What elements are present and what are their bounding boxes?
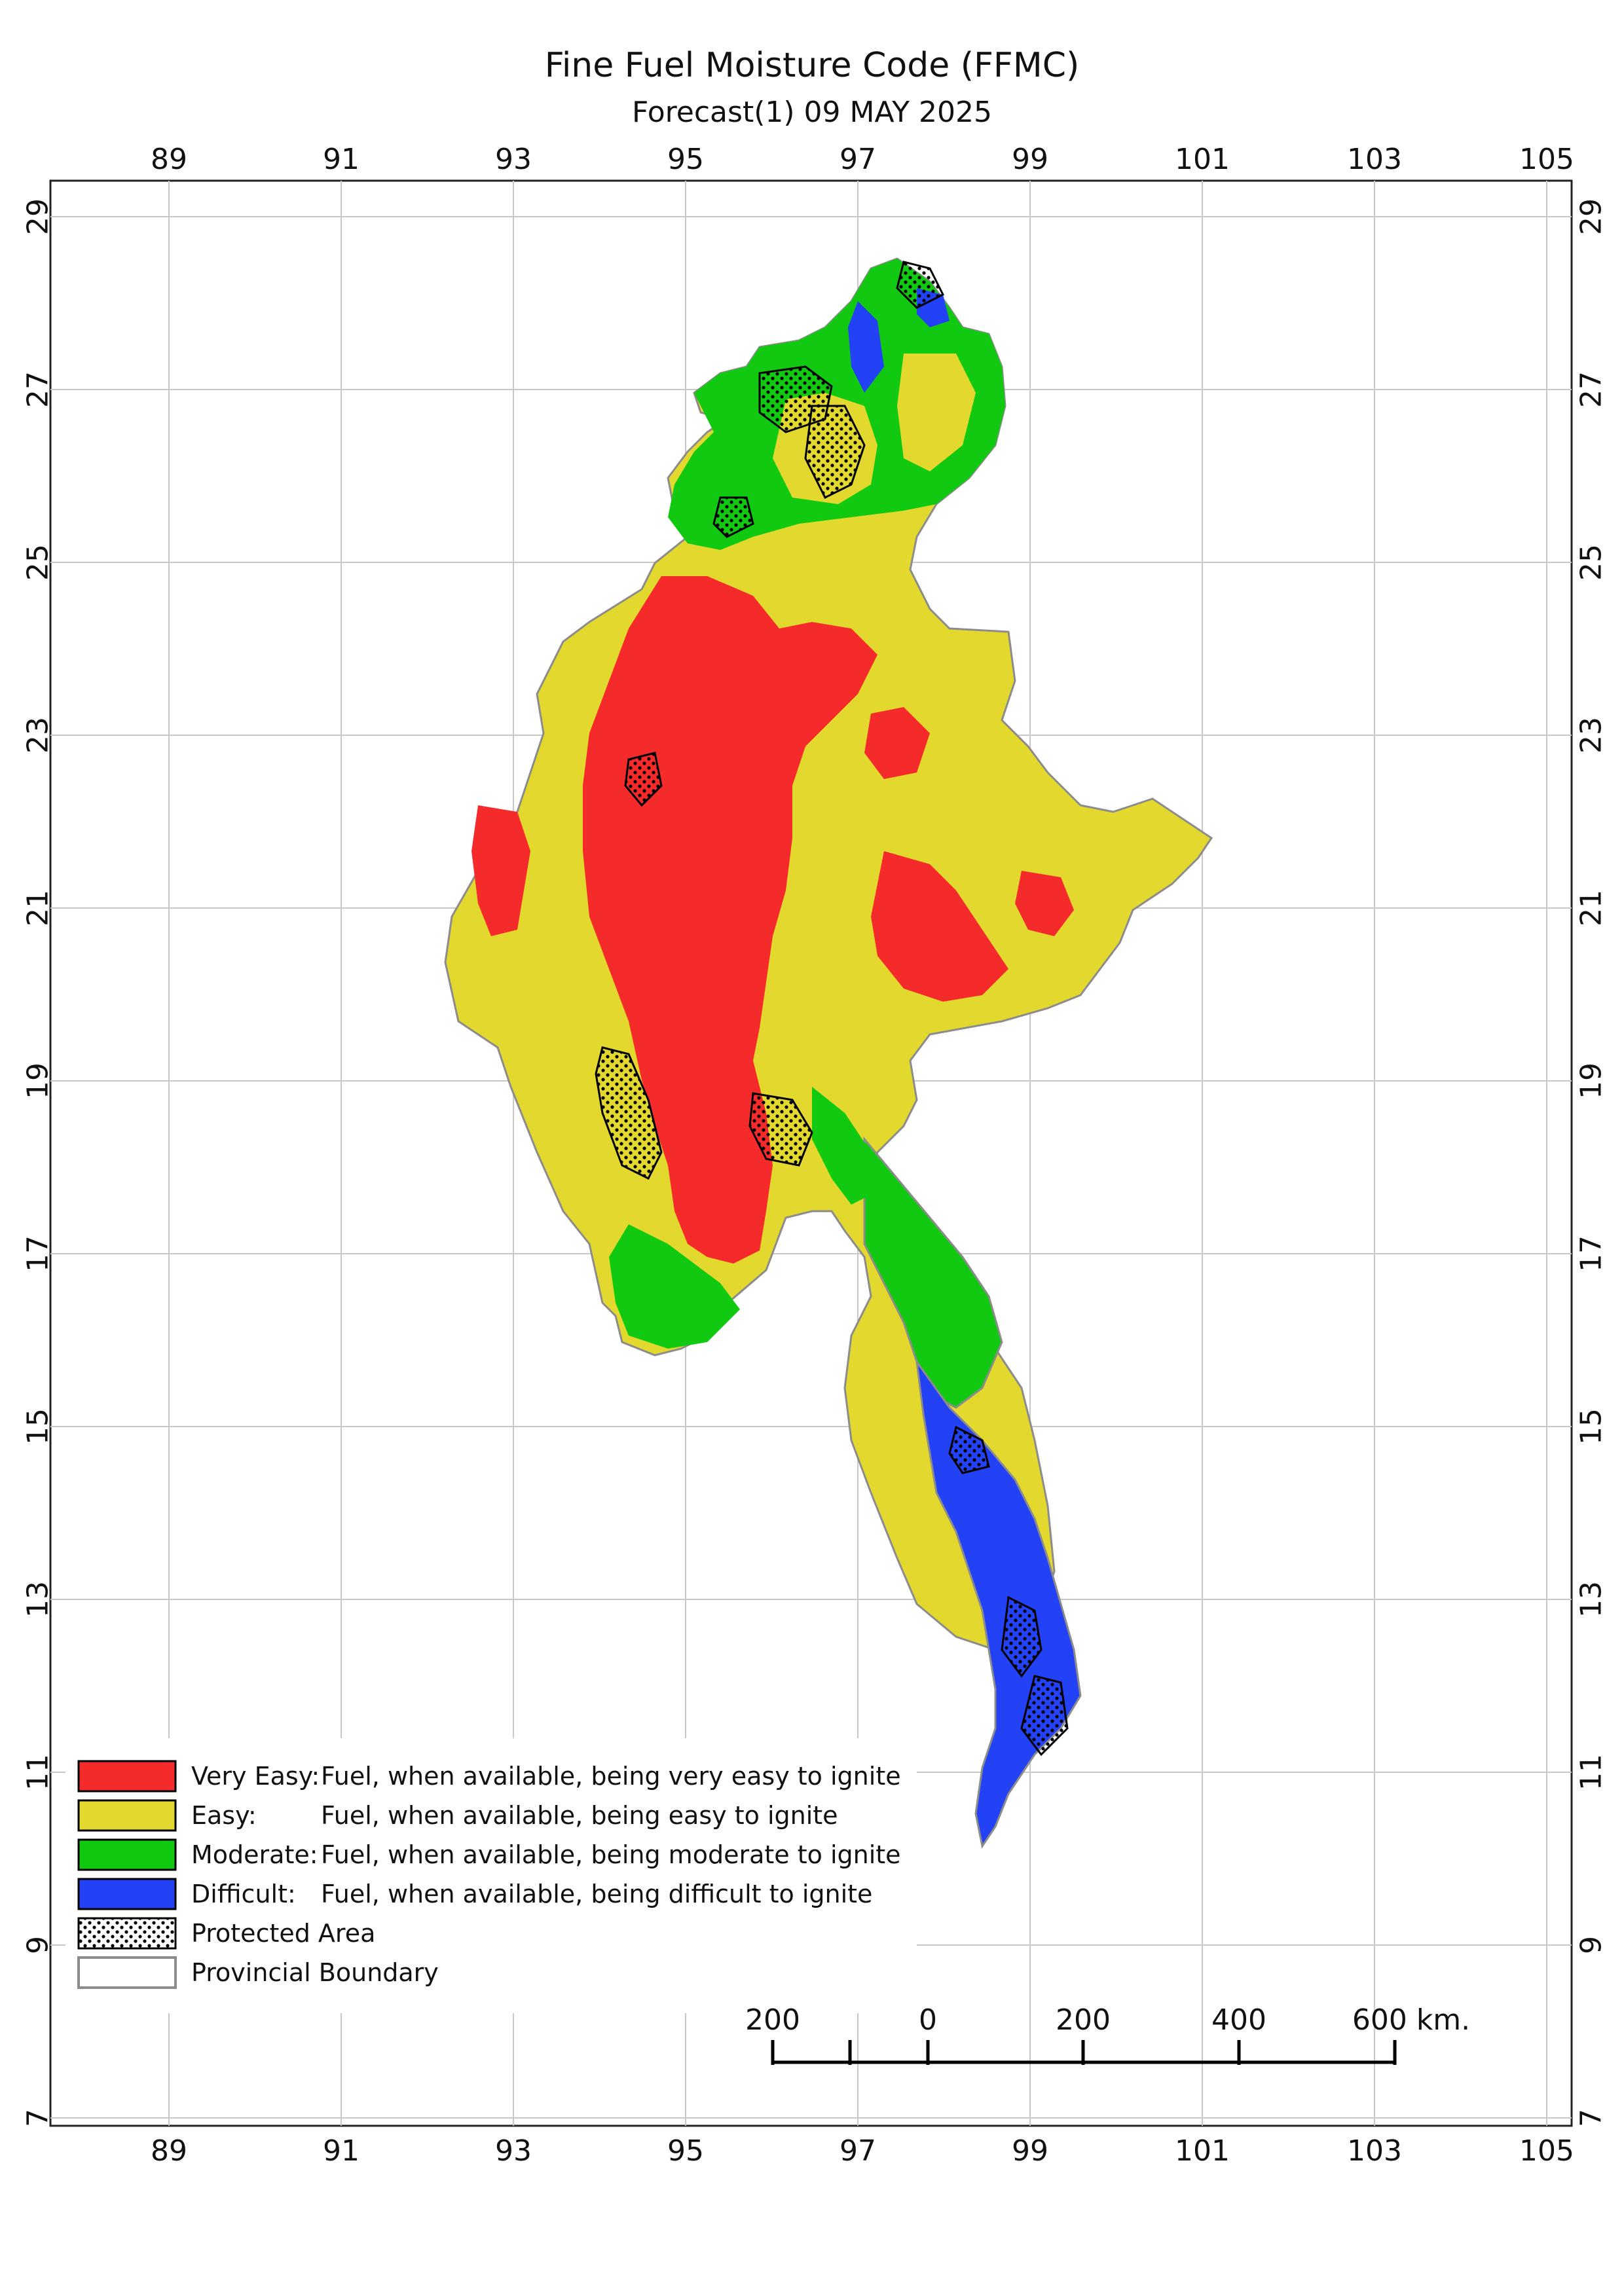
tick-labels: 8989919193939595979799991011011031031051… (22, 143, 1608, 2168)
lat-tick-right: 7 (1575, 2109, 1608, 2127)
lat-tick-left: 13 (22, 1581, 55, 1618)
lon-tick-top: 95 (667, 143, 704, 176)
difficult-patch-north-2 (848, 301, 884, 393)
legend: Very Easy: Fuel, when available, being ve… (65, 1738, 917, 2013)
scale-bar-label: 400 (1211, 2003, 1266, 2037)
very-easy-zone-central (583, 576, 877, 1264)
lat-tick-left: 27 (22, 371, 55, 408)
legend-swatch (77, 1838, 177, 1871)
legend-description: Fuel, when available, being moderate to … (321, 1840, 901, 1869)
moderate-zone-delta (609, 1224, 740, 1349)
lat-tick-left: 25 (22, 544, 55, 581)
protected-area-10 (1020, 1675, 1069, 1757)
map-subtitle: Forecast(1) 09 MAY 2025 (632, 96, 992, 129)
lon-tick-bottom: 101 (1175, 2134, 1230, 2168)
protected-area-8 (948, 1425, 990, 1474)
legend-swatch (77, 1956, 177, 1989)
protected-area-9 (1001, 1595, 1043, 1678)
lat-tick-right: 11 (1575, 1754, 1608, 1791)
lon-tick-bottom: 105 (1519, 2134, 1574, 2168)
legend-background (65, 1738, 917, 2013)
scale-bar-label: 0 (919, 2003, 937, 2037)
lat-tick-left: 15 (22, 1408, 55, 1445)
legend-description: Fuel, when available, being difficult to… (321, 1880, 872, 1908)
lon-tick-top: 91 (323, 143, 360, 176)
scale-bar-label: 200 (1056, 2003, 1111, 2037)
protected-area-1 (896, 261, 945, 309)
lat-tick-left: 29 (22, 198, 55, 235)
lat-tick-left: 23 (22, 717, 55, 754)
lat-tick-left: 7 (22, 2109, 55, 2127)
legend-category: Difficult: (191, 1880, 296, 1908)
lon-tick-top: 101 (1175, 143, 1230, 176)
map-title: Fine Fuel Moisture Code (FFMC) (544, 46, 1080, 85)
legend-category: Provincial Boundary (191, 1958, 439, 1987)
lat-tick-right: 13 (1575, 1581, 1608, 1618)
legend-description: Fuel, when available, being very easy to… (321, 1762, 901, 1791)
legend-category: Very Easy: (191, 1762, 320, 1791)
lon-tick-top: 105 (1519, 143, 1574, 176)
legend-swatch (77, 1878, 177, 1910)
lat-tick-right: 17 (1575, 1235, 1608, 1272)
very-easy-zone-shan (864, 707, 930, 779)
legend-swatch (77, 1799, 177, 1832)
legend-description: Fuel, when available, being easy to igni… (321, 1801, 838, 1830)
lon-tick-top: 89 (151, 143, 187, 176)
lon-tick-top: 99 (1012, 143, 1048, 176)
very-easy-zone-east (871, 851, 1008, 1002)
lon-tick-top: 97 (840, 143, 876, 176)
lon-tick-bottom: 89 (151, 2134, 187, 2168)
very-easy-zone-east-2 (1015, 871, 1074, 936)
moderate-zone-mon (812, 1087, 877, 1205)
lat-tick-right: 9 (1575, 1936, 1608, 1954)
lat-tick-left: 19 (22, 1063, 55, 1099)
lon-tick-bottom: 103 (1347, 2134, 1402, 2168)
lat-tick-right: 23 (1575, 717, 1608, 754)
lat-tick-left: 11 (22, 1754, 55, 1791)
lon-tick-bottom: 97 (840, 2134, 876, 2168)
lon-tick-top: 103 (1347, 143, 1402, 176)
lat-tick-right: 25 (1575, 544, 1608, 581)
lat-tick-right: 29 (1575, 198, 1608, 235)
legend-swatch (77, 1760, 177, 1793)
lat-tick-right: 15 (1575, 1408, 1608, 1445)
scale-bar-label: 200 (745, 2003, 800, 2037)
protected-area-7 (748, 1092, 813, 1167)
lon-tick-bottom: 91 (323, 2134, 360, 2168)
protected-areas (595, 261, 1069, 1757)
legend-swatch (77, 1917, 177, 1950)
lat-tick-right: 19 (1575, 1063, 1608, 1099)
lon-tick-top: 93 (495, 143, 532, 176)
protected-area-6 (595, 1046, 663, 1180)
protected-area-5 (624, 752, 663, 807)
easy-patch-north-2 (897, 354, 976, 471)
scale-bar: 200 0 200 400 600 km. (745, 2003, 1470, 2065)
lat-tick-left: 9 (22, 1936, 55, 1954)
legend-category: Moderate: (191, 1840, 318, 1869)
lon-tick-bottom: 99 (1012, 2134, 1048, 2168)
very-easy-zone-west (471, 805, 530, 936)
protected-area-4 (712, 496, 754, 538)
lat-tick-right: 21 (1575, 890, 1608, 926)
lat-tick-right: 27 (1575, 371, 1608, 408)
lon-tick-bottom: 93 (495, 2134, 532, 2168)
lon-tick-bottom: 95 (667, 2134, 704, 2168)
protected-area-3 (804, 405, 866, 500)
scale-bar-label: 600 km. (1352, 2003, 1470, 2037)
legend-category: Protected Area (191, 1919, 375, 1948)
lat-tick-left: 17 (22, 1235, 55, 1272)
legend-category: Easy: (191, 1801, 257, 1830)
southern-tail-moderate (863, 1136, 1003, 1409)
lat-tick-left: 21 (22, 890, 55, 926)
